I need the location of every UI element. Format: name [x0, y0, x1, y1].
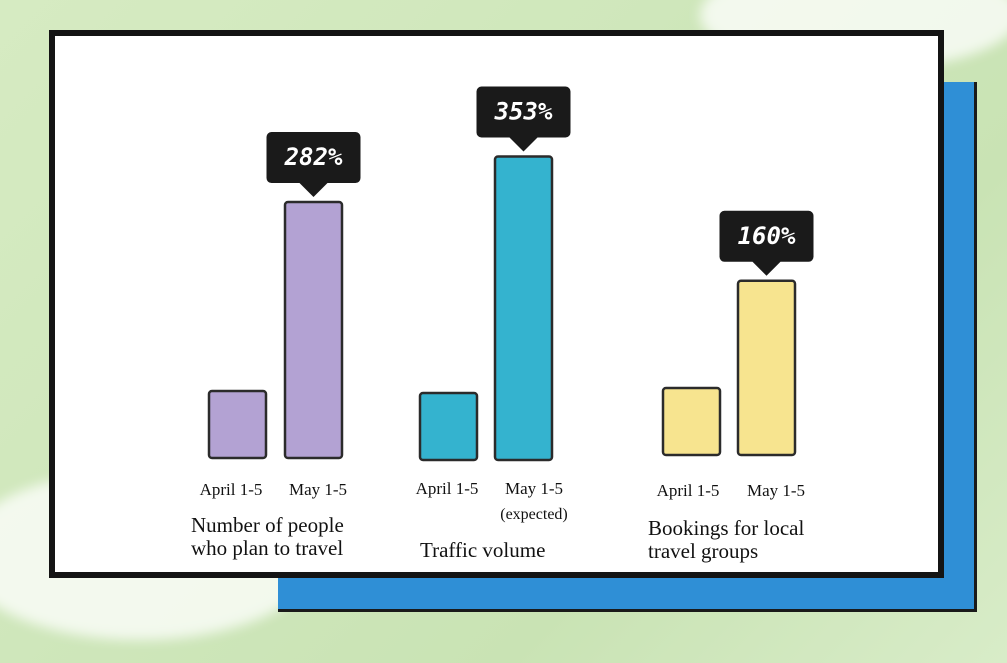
bar: [493, 155, 554, 462]
group-caption: Traffic volume: [420, 538, 545, 562]
group-caption: who plan to travel: [191, 536, 343, 560]
badge-label: 282%: [284, 143, 343, 171]
bar: [736, 279, 797, 457]
badge-label: 160%: [738, 222, 796, 250]
category-label: April 1-5: [200, 480, 263, 499]
category-sublabel: (expected): [500, 506, 568, 523]
value-badge: [266, 132, 361, 198]
badge-label: 353%: [494, 97, 553, 125]
category-label: May 1-5: [505, 479, 563, 498]
category-label: May 1-5: [747, 481, 805, 500]
value-badge: [476, 86, 571, 152]
bar: [207, 389, 268, 460]
group-caption: travel groups: [648, 539, 758, 563]
bar: [283, 200, 344, 460]
group-caption: Bookings for local: [648, 516, 804, 540]
category-label: April 1-5: [657, 481, 720, 500]
value-badge: [719, 210, 814, 276]
bar: [661, 386, 722, 457]
group-caption: Number of people: [191, 513, 344, 537]
category-label: April 1-5: [416, 479, 479, 498]
bar: [418, 391, 479, 462]
category-label: May 1-5: [289, 480, 347, 499]
